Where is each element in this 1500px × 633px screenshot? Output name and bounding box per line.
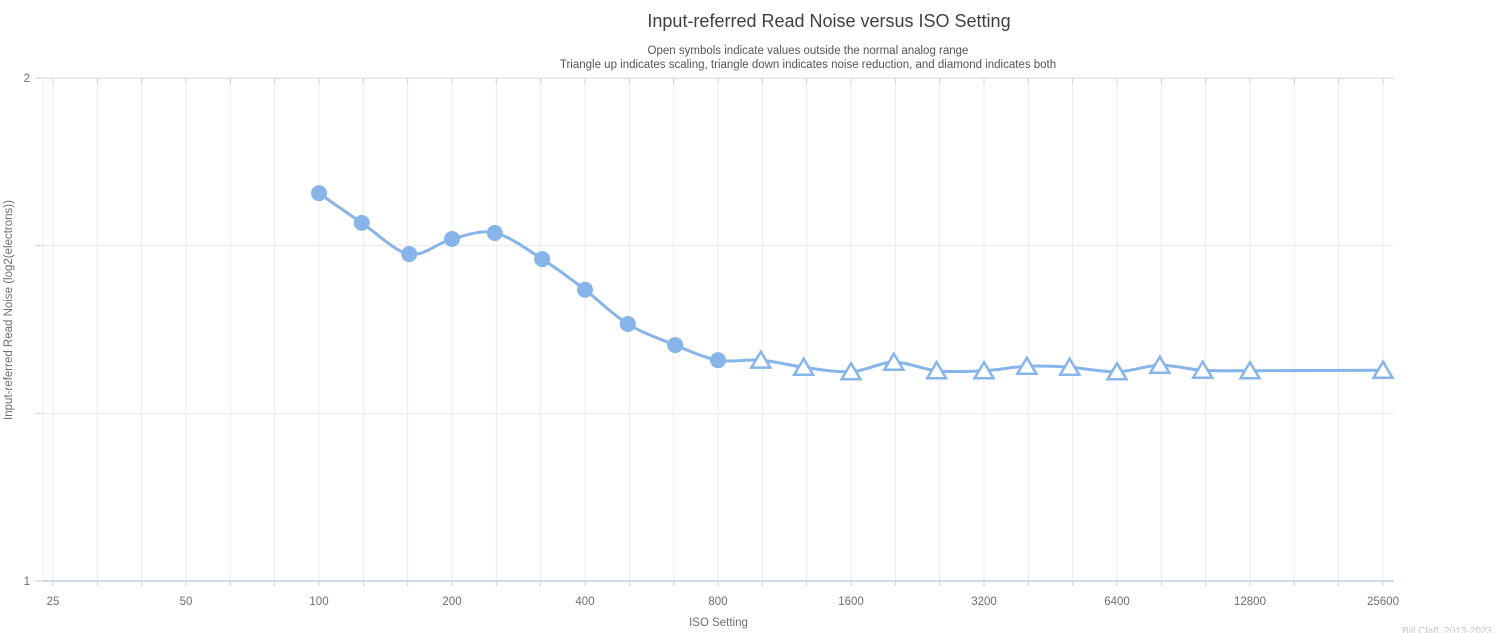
marker-filled-circle (486, 224, 503, 241)
x-tick-label: 100 (309, 596, 328, 608)
chart-subtitle-line2: Triangle up indicates scaling, triangle … (559, 59, 1057, 71)
data-series (311, 185, 1395, 381)
marker-open-triangle-up (749, 349, 773, 369)
marker-open-triangle-up (1371, 359, 1395, 379)
x-tick-label: 25600 (1367, 596, 1399, 608)
marker-open-triangle-up (972, 359, 996, 380)
marker-open-triangle-up (1148, 354, 1172, 374)
y-tick-label: 1 (24, 576, 30, 588)
chart-subtitle: Open symbols indicate values outside the… (560, 44, 1056, 72)
marker-open-triangle-up (1015, 355, 1039, 375)
x-tick-label: 1600 (838, 596, 864, 608)
x-tick-label: 6400 (1104, 596, 1130, 608)
axis-ticks (35, 77, 1384, 586)
marker-open-triangle-up (839, 360, 863, 381)
marker-open-triangle-up (791, 356, 816, 376)
marker-open-triangle-up (1190, 359, 1215, 379)
marker-filled-circle (311, 185, 327, 202)
x-tick-label: 800 (708, 596, 727, 608)
marker-open-triangle-up (1105, 360, 1129, 381)
chart-title: Input-referred Read Noise versus ISO Set… (647, 11, 1011, 31)
x-tick-label: 12800 (1234, 596, 1266, 608)
x-tick-label: 400 (575, 596, 594, 608)
y-tick-label: 2 (24, 73, 30, 85)
gridlines (42, 77, 1394, 582)
marker-filled-circle (353, 214, 370, 231)
x-tick-label: 50 (180, 596, 193, 608)
marker-filled-circle (534, 251, 551, 268)
marker-open-triangle-up (1238, 359, 1262, 380)
chart-subtitle-line1: Open symbols indicate values outside the… (647, 45, 969, 57)
marker-filled-circle (667, 337, 684, 354)
marker-filled-circle (577, 281, 593, 298)
marker-open-triangle-up (924, 359, 949, 380)
x-tick-label: 25 (47, 596, 60, 608)
x-tick-label: 200 (442, 596, 461, 608)
marker-filled-circle (619, 315, 636, 332)
marker-open-triangle-up (882, 351, 906, 371)
watermark: Bill Claff, 2013-2023 (1402, 626, 1492, 633)
marker-filled-circle (401, 246, 418, 263)
marker-open-triangle-up (1057, 356, 1082, 376)
y-axis-title: Input-referred Read Noise (log2(electron… (3, 200, 15, 420)
x-tick-label: 3200 (971, 596, 997, 608)
axis-labels: 25 50 100 200 400 800 1600 3200 6400 12800 25600 2 1… (3, 73, 1492, 633)
marker-filled-circle (710, 352, 726, 369)
x-axis-title: ISO Setting (689, 617, 748, 629)
marker-filled-circle (444, 230, 460, 247)
